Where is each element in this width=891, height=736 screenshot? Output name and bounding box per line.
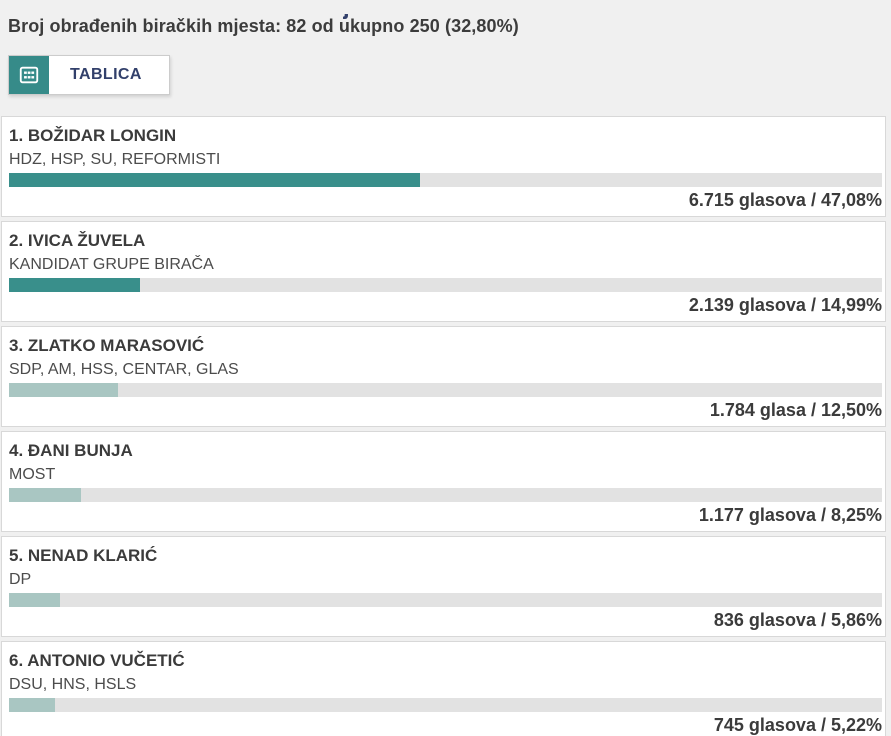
candidate-parties: DP — [9, 571, 32, 588]
candidate-results-list: 1. BOŽIDAR LONGIN HDZ, HSP, SU, REFORMIS… — [1, 116, 886, 736]
vote-bar-track — [9, 593, 882, 607]
candidate-name: 5. NENAD KLARIĆ — [9, 546, 158, 565]
vote-bar-fill — [9, 698, 55, 712]
vote-bar-fill — [9, 383, 119, 397]
candidate-votes: 6.715 glasova / 47,08% — [688, 190, 882, 210]
tab-tablica-label: TABLICA — [70, 66, 142, 83]
candidate-card: 2. IVICA ŽUVELA KANDIDAT GRUPE BIRAČA 2.… — [1, 221, 886, 322]
title-descender-fragment: j — [343, 14, 361, 20]
vote-bar-fill — [9, 593, 61, 607]
candidate-card: 3. ZLATKO MARASOVIĆ SDP, AM, HSS, CENTAR… — [1, 326, 886, 427]
candidate-parties: SDP, AM, HSS, CENTAR, GLAS — [9, 361, 239, 378]
candidate-parties: MOST — [9, 466, 56, 483]
vote-bar-fill — [9, 488, 82, 502]
candidate-votes: 2.139 glasova / 14,99% — [688, 295, 882, 315]
candidate-votes: 745 glasova / 5,22% — [713, 715, 882, 735]
tab-tablica[interactable]: TABLICA — [8, 55, 170, 95]
clipped-page-title: j — [343, 14, 361, 20]
candidate-card: 5. NENAD KLARIĆ DP 836 glasova / 5,86% — [1, 536, 886, 637]
vote-bar-track — [9, 383, 882, 397]
vote-bar-track — [9, 698, 882, 712]
vote-bar-track — [9, 173, 882, 187]
candidate-card: 6. ANTONIO VUČETIĆ DSU, HNS, HSLS 745 gl… — [1, 641, 886, 736]
candidate-votes: 836 glasova / 5,86% — [713, 610, 882, 630]
processed-stations-summary: Broj obrađenih biračkih mjesta: 82 od uk… — [8, 16, 519, 36]
candidate-parties: KANDIDAT GRUPE BIRAČA — [9, 256, 214, 273]
candidate-name: 6. ANTONIO VUČETIĆ — [9, 651, 185, 670]
vote-bar-fill — [9, 173, 420, 187]
vote-bar-fill — [9, 278, 140, 292]
candidate-name: 3. ZLATKO MARASOVIĆ — [9, 336, 205, 355]
vote-bar-track — [9, 278, 882, 292]
candidate-card: 1. BOŽIDAR LONGIN HDZ, HSP, SU, REFORMIS… — [1, 116, 886, 217]
candidate-votes: 1.784 glasa / 12,50% — [709, 400, 882, 420]
candidate-name: 1. BOŽIDAR LONGIN — [9, 126, 177, 145]
candidate-parties: HDZ, HSP, SU, REFORMISTI — [9, 151, 221, 168]
candidate-votes: 1.177 glasova / 8,25% — [698, 505, 882, 525]
candidate-name: 2. IVICA ŽUVELA — [9, 231, 146, 250]
vote-bar-track — [9, 488, 882, 502]
candidate-name: 4. ĐANI BUNJA — [9, 441, 133, 460]
candidate-parties: DSU, HNS, HSLS — [9, 676, 137, 693]
candidate-card: 4. ĐANI BUNJA MOST 1.177 glasova / 8,25% — [1, 431, 886, 532]
table-icon — [9, 56, 49, 94]
